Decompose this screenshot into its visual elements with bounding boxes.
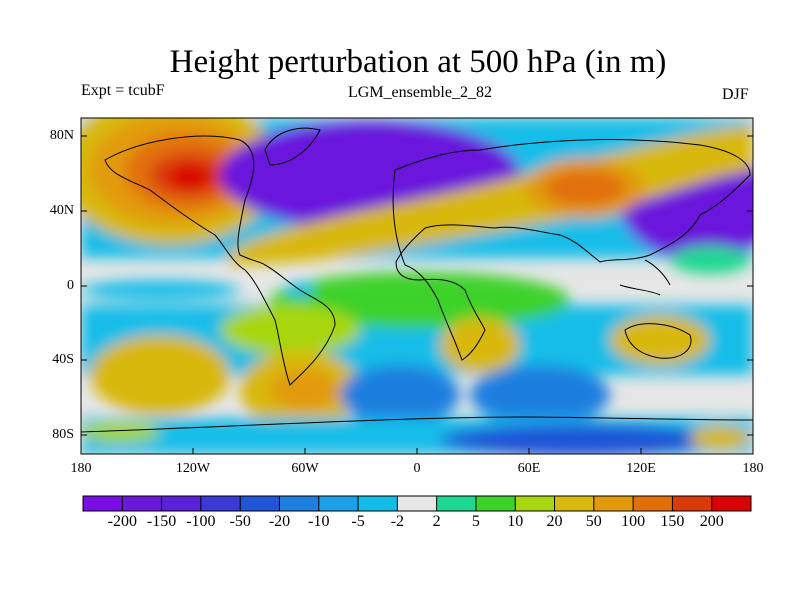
colorbar-frame (82, 495, 752, 512)
lon-label-0: 0 (413, 461, 421, 476)
lon-label-120w: 120W (175, 461, 211, 476)
colorbar-swatch (83, 496, 123, 511)
experiment-label: Expt = tcubF (81, 82, 165, 99)
height-perturbation-field (81, 118, 753, 454)
colorbar-label: -100 (186, 513, 216, 530)
lon-label-120e: 120E (626, 461, 656, 476)
colorbar-label: -20 (268, 513, 291, 530)
colorbar-swatch (672, 496, 712, 511)
colorbar-label: -5 (351, 513, 365, 530)
colorbar-swatch (711, 496, 752, 511)
colorbar-label: 20 (546, 513, 563, 530)
colorbar-label: -2 (390, 513, 405, 530)
colorbar-label: 150 (660, 513, 685, 530)
lat-label-80s: 80S (52, 427, 74, 442)
lon-label-180w: 180 (70, 461, 92, 476)
season-label: DJF (722, 86, 749, 103)
colorbar-swatch (318, 496, 359, 511)
colorbar-label: 100 (621, 513, 646, 530)
lon-label-60e: 60E (517, 461, 541, 476)
map-title: Height perturbation at 500 hPa (in m) (169, 44, 667, 80)
colorbar-swatch (436, 496, 477, 511)
colorbar-label: 50 (585, 513, 602, 530)
ensemble-label: LGM_ensemble_2_82 (348, 84, 492, 101)
colorbar-swatch (279, 496, 320, 511)
lat-label-40n: 40N (49, 203, 74, 218)
colorbar-label: 5 (471, 513, 480, 530)
colorbar-swatch (397, 496, 437, 511)
lat-label-40s: 40S (52, 352, 74, 367)
lon-ticks (192, 448, 642, 454)
colorbar-swatch (161, 496, 202, 511)
colorbar-swatch (593, 496, 634, 511)
colorbar-swatch (122, 496, 162, 511)
colorbar-swatch (475, 496, 516, 511)
lat-label-80n: 80N (49, 128, 74, 143)
colorbar-swatch (515, 496, 555, 511)
colorbar-label: -10 (308, 513, 330, 530)
lat-ticks (81, 135, 753, 436)
colorbar-swatch (200, 496, 241, 511)
colorbar-label: 2 (432, 513, 441, 530)
colorbar-swatch (554, 496, 595, 511)
colorbar-label: 200 (699, 513, 724, 530)
coastlines (81, 127, 753, 433)
colorbar-label: -200 (107, 513, 137, 530)
colorbar-swatch (240, 496, 280, 511)
colorbar-swatch (358, 496, 398, 511)
colorbar-swatch (633, 496, 673, 511)
colorbar (82, 495, 752, 512)
colorbar-label: -150 (146, 513, 177, 530)
lon-label-60w: 60W (291, 461, 319, 476)
lon-label-180e: 180 (742, 461, 764, 476)
colorbar-label: 10 (507, 513, 524, 530)
colorbar-label: -50 (229, 513, 251, 530)
lat-label-0: 0 (67, 278, 74, 293)
